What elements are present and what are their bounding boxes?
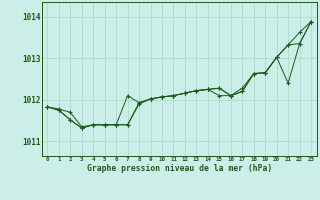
X-axis label: Graphe pression niveau de la mer (hPa): Graphe pression niveau de la mer (hPa) xyxy=(87,164,272,173)
